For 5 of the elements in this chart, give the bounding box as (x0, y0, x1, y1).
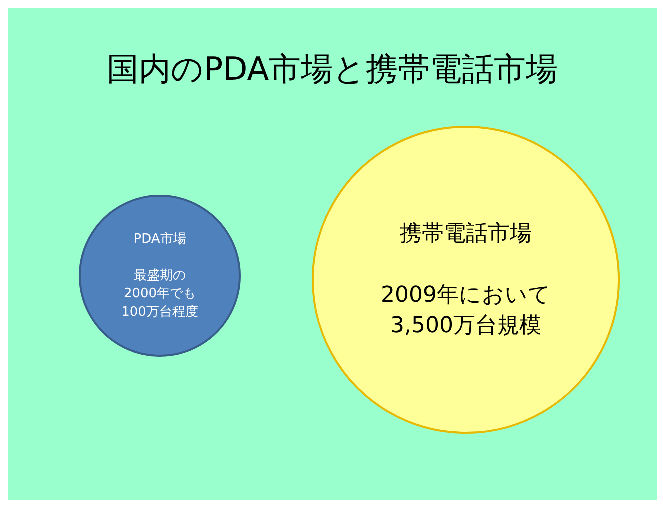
category-label: 携帯電話市場 (400, 221, 532, 246)
data-label: 最盛期の 2000年でも 100万台程度 (122, 268, 198, 320)
text: 国内のPDA市場と携帯電話市場 (106, 50, 558, 88)
data-label: 2009年において 3,500万台規模 (381, 282, 551, 339)
category-label: PDA市場 (134, 232, 186, 248)
